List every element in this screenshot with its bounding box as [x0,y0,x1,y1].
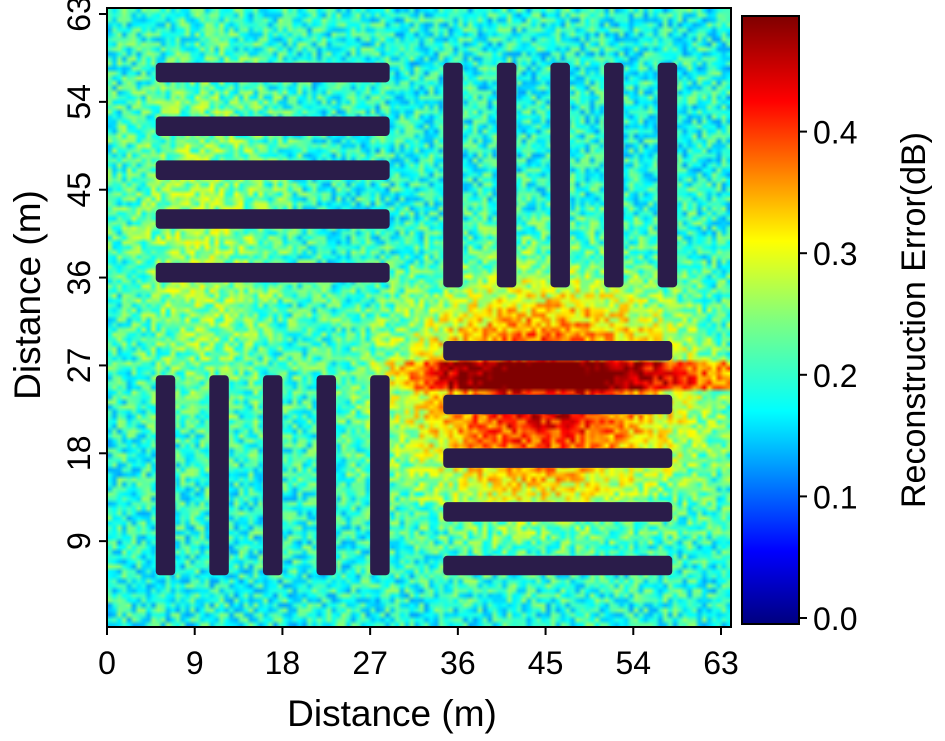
bar-bottom-right-1 [443,341,673,361]
heatmap-image [107,8,731,627]
y-tick-label: 18 [61,435,97,471]
y-tick-label: 54 [61,84,97,120]
x-tick-label: 36 [440,645,476,681]
x-axis-label: Distance (m) [287,693,497,734]
plot-frame [106,7,732,628]
colorbar-ticks: 0.0 0.1 0.2 0.3 0.4 [799,115,857,637]
bar-top-right-5 [657,62,678,288]
colorbar-tick-label: 0.3 [813,236,857,272]
bar-targets [155,62,678,576]
colorbar-tick-label: 0.0 [813,601,857,637]
bar-bottom-left-4 [316,375,337,576]
bar-top-right-4 [604,62,624,288]
bar-bottom-left-3 [262,375,283,576]
bar-bottom-right-3 [443,448,673,468]
bar-bottom-right-5 [443,555,673,576]
bar-top-left-1 [155,62,390,83]
x-tick-label: 27 [352,645,388,681]
bar-bottom-left-2 [209,375,229,576]
x-tick-label: 18 [265,645,301,681]
bar-top-left-3 [155,160,390,180]
colorbar: 0.0 0.1 0.2 0.3 0.4 Reconstruction Error(dB) [741,15,933,637]
y-tick-label: 36 [61,260,97,296]
y-axis: 9 18 27 36 45 54 63 [61,0,107,550]
y-axis-label: Distance (m) [7,190,48,400]
bar-bottom-left-1 [155,375,176,576]
bar-top-left-2 [155,116,390,137]
bar-bottom-right-4 [443,502,673,522]
heatmap-plot-area [106,7,732,628]
bar-top-left-5 [155,262,390,283]
y-tick-label: 27 [61,348,97,384]
colorbar-label: Reconstruction Error(dB) [895,132,933,508]
x-tick-label: 9 [186,645,204,681]
x-axis: 0 9 18 27 36 45 54 63 [98,627,739,681]
x-tick-label: 63 [703,645,739,681]
y-tick-label: 63 [61,0,97,32]
colorbar-gradient [741,15,800,625]
colorbar-tick-label: 0.2 [813,358,857,394]
y-tick-label: 45 [61,172,97,208]
bar-top-right-2 [496,62,517,288]
colorbar-tick-label: 0.4 [813,115,857,151]
y-tick-label: 9 [61,532,97,550]
bar-top-right-3 [550,62,570,288]
x-tick-label: 54 [615,645,651,681]
bar-top-left-4 [155,209,390,229]
bar-bottom-right-2 [443,394,673,415]
colorbar-tick-label: 0.1 [813,479,857,515]
x-tick-label: 0 [98,645,116,681]
bar-top-right-1 [443,62,463,288]
x-tick-label: 45 [528,645,564,681]
bar-bottom-left-5 [370,375,390,576]
